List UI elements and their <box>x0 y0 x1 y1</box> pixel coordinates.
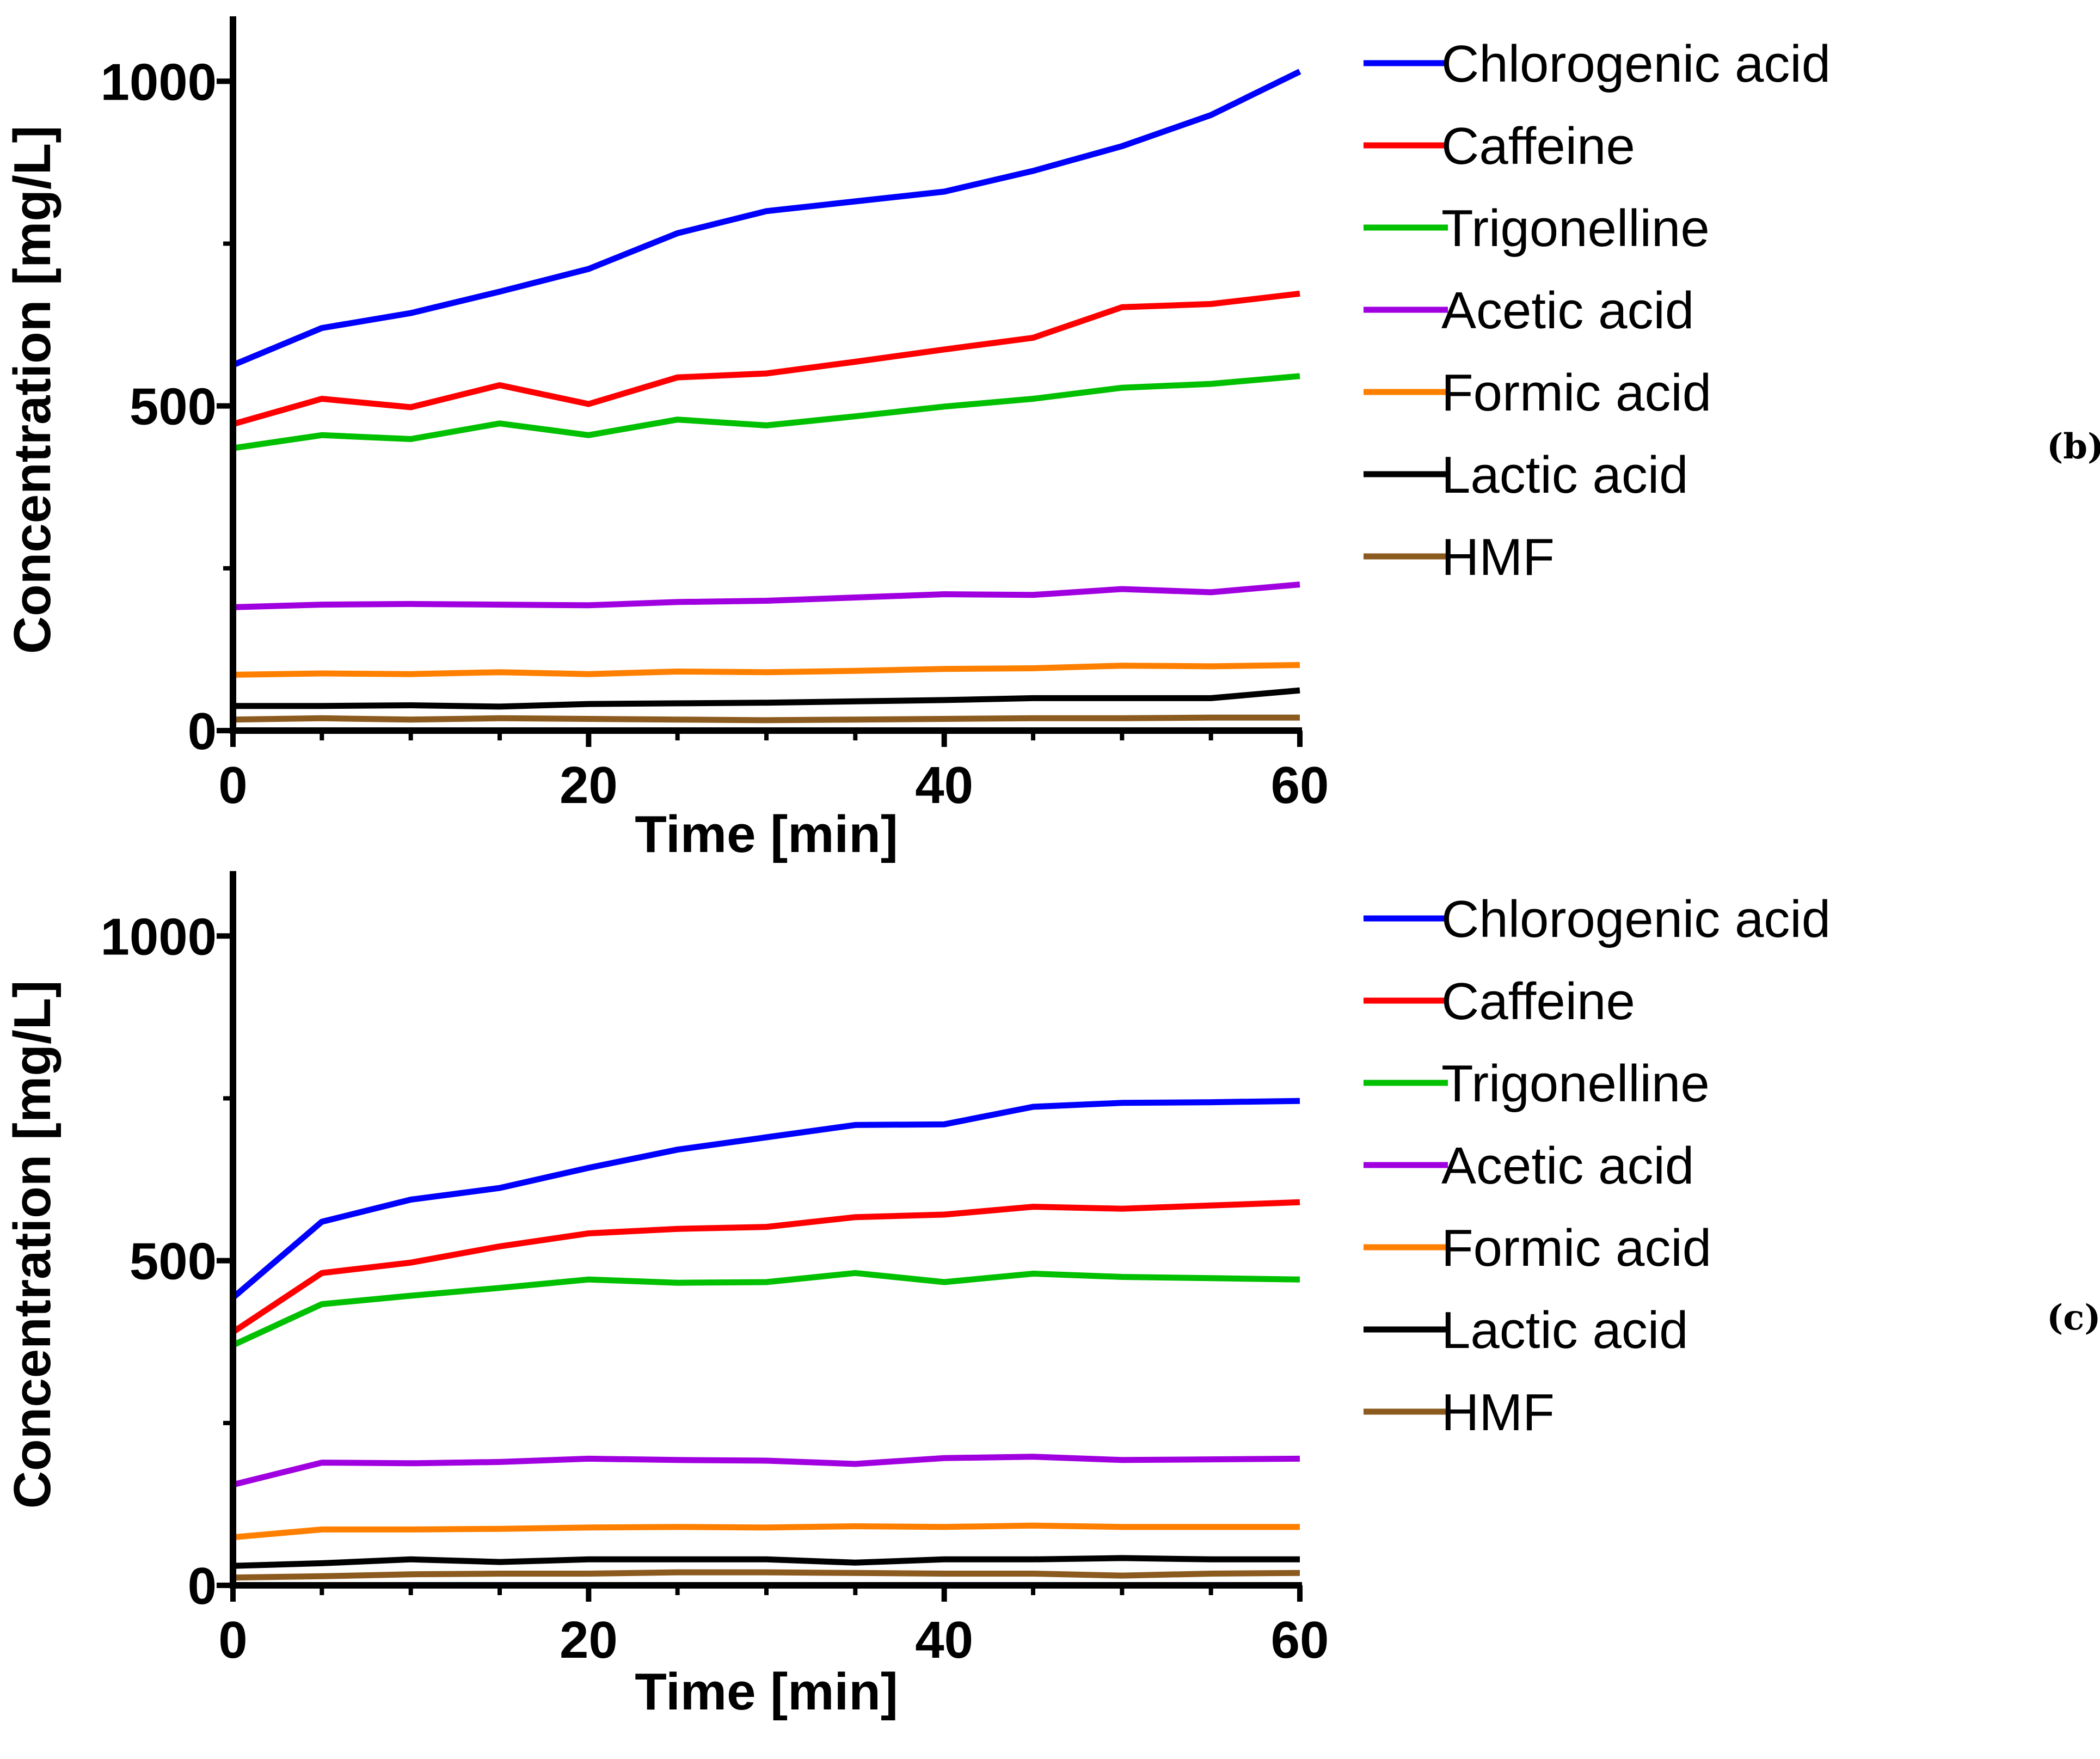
x-tick-label: 20 <box>560 756 618 814</box>
chart-panel-c: 0 500 1000 0 20 40 60 Time [min] Concentration [… <box>3 871 2100 1721</box>
legend-label-caffeine: Caffeine <box>1441 972 1635 1031</box>
panel-label: (b) <box>2047 426 2100 467</box>
x-axis-title: Time [min] <box>635 1663 898 1721</box>
legend-label-hmf: HMF <box>1441 528 1555 586</box>
legend-label-lactic-acid: Lactic acid <box>1441 446 1688 504</box>
x-axis-title: Time [min] <box>635 805 898 863</box>
y-axis-title: Concentration [mg/L] <box>3 126 62 654</box>
series-line-formic-acid <box>232 662 1300 678</box>
x-tick-label: 0 <box>218 756 247 814</box>
legend-label-formic-acid: Formic acid <box>1441 1219 1711 1277</box>
x-tick-label: 60 <box>1271 756 1329 814</box>
legend-label-chlorogenic-acid: Chlorogenic acid <box>1441 35 1831 93</box>
y-tick-label: 0 <box>188 702 217 761</box>
series-line-trigonelline <box>232 373 1300 451</box>
x-tick-label: 0 <box>218 1611 247 1669</box>
legend: Chlorogenic acid Caffeine Trigonelline Acet… <box>1364 35 1831 586</box>
legend-label-chlorogenic-acid: Chlorogenic acid <box>1441 890 1831 948</box>
x-tick-label: 40 <box>915 756 973 814</box>
series-line-lactic-acid <box>232 1555 1300 1569</box>
series-line-lactic-acid <box>233 687 1300 710</box>
legend-label-formic-acid: Formic acid <box>1441 364 1711 422</box>
series-line-acetic-acid <box>232 581 1300 610</box>
y-tick-label: 500 <box>130 1233 217 1291</box>
series-line-formic-acid <box>232 1522 1300 1541</box>
series-line-hmf <box>232 1569 1300 1581</box>
legend-label-caffeine: Caffeine <box>1441 117 1635 175</box>
series-line-chlorogenic-acid <box>231 69 1301 368</box>
y-tick-label: 500 <box>130 378 217 436</box>
y-tick-label: 0 <box>188 1557 217 1615</box>
legend-label-trigonelline: Trigonelline <box>1441 199 1710 258</box>
series-line-trigonelline <box>231 1270 1300 1348</box>
legend-label-acetic-acid: Acetic acid <box>1441 1137 1694 1195</box>
legend-label-hmf: HMF <box>1441 1383 1555 1442</box>
series-line-chlorogenic-acid <box>231 1098 1300 1300</box>
legend: Chlorogenic acid Caffeine Trigonelline Acet… <box>1364 890 1831 1442</box>
y-tick-label: 1000 <box>100 53 217 111</box>
chart-panel-b: 0 500 1000 0 20 40 60 Time [min] Concentration [… <box>3 16 2100 863</box>
x-tick-label: 40 <box>915 1611 973 1669</box>
legend-label-trigonelline: Trigonelline <box>1441 1055 1710 1113</box>
series-line-hmf <box>232 714 1300 724</box>
y-axis-title: Concentration [mg/L] <box>3 980 62 1509</box>
x-tick-label: 60 <box>1271 1611 1329 1669</box>
legend-label-lactic-acid: Lactic acid <box>1441 1301 1688 1359</box>
series-line-caffeine <box>232 290 1300 427</box>
panel-label: (c) <box>2047 1297 2100 1338</box>
legend-label-acetic-acid: Acetic acid <box>1441 281 1694 340</box>
series-line-caffeine <box>231 1199 1300 1335</box>
y-tick-label: 1000 <box>100 908 217 966</box>
series-line-acetic-acid <box>232 1454 1300 1488</box>
x-tick-label: 20 <box>560 1611 618 1669</box>
